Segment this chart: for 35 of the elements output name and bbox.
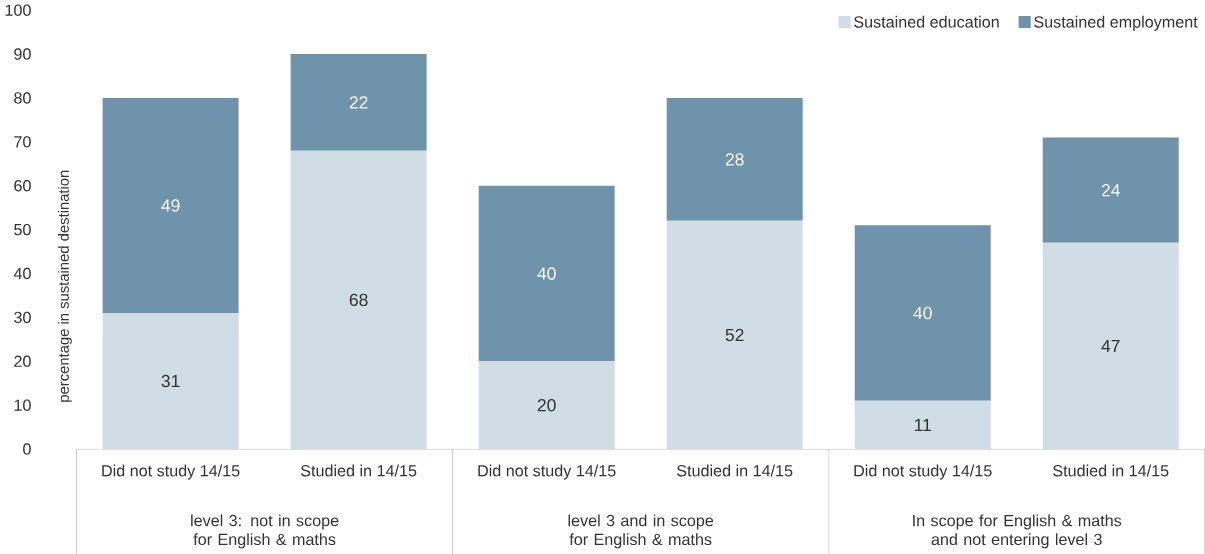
data-label: 40 xyxy=(537,267,556,280)
y-tick-label: 0 xyxy=(23,443,31,455)
text: In scope for English & maths and not entering level 3 xyxy=(913,514,1122,549)
legend-label: Sustained education xyxy=(854,15,999,28)
x-tick-label: Studied in 14/15 xyxy=(1053,464,1169,477)
x-tick-label: Did not study 14/15 xyxy=(854,464,992,480)
x-tick-label: Did not study 14/15 xyxy=(102,464,240,480)
data-label: 47 xyxy=(1101,339,1120,352)
y-tick-label: 90 xyxy=(14,48,31,60)
y-tick-label: 30 xyxy=(14,311,31,323)
y-tick-label: 60 xyxy=(14,179,31,192)
y-tick-label: 80 xyxy=(14,92,31,104)
x-tick-label: Studied in 14/15 xyxy=(677,464,793,477)
data-label: 20 xyxy=(537,398,556,412)
data-label: 22 xyxy=(349,96,368,109)
legend-label: Sustained employment xyxy=(1034,15,1198,31)
text: level 3: not in scope for English & maths xyxy=(191,514,339,549)
y-tick-label: 40 xyxy=(13,267,31,280)
data-label: 31 xyxy=(161,374,180,388)
y-tick-label: 20 xyxy=(14,355,31,367)
data-label: 11 xyxy=(914,418,931,431)
text: level 3 and in scope for English & maths xyxy=(568,514,714,549)
data-label: 40 xyxy=(913,306,932,320)
x-tick-label: Did not study 14/15 xyxy=(478,464,616,480)
y-axis-title: percentage in sustained destination xyxy=(58,170,72,402)
data-label: 68 xyxy=(349,293,368,306)
y-tick-label: 10 xyxy=(14,399,31,411)
data-label: 28 xyxy=(725,153,744,166)
y-tick-label: 100 xyxy=(5,4,31,16)
data-label: 24 xyxy=(1101,183,1120,197)
y-tick-label: 50 xyxy=(14,223,31,236)
y-tick-label: 70 xyxy=(14,135,31,148)
data-label: 52 xyxy=(725,328,744,341)
data-label: 49 xyxy=(161,199,180,212)
x-tick-label: Studied in 14/15 xyxy=(300,464,417,477)
